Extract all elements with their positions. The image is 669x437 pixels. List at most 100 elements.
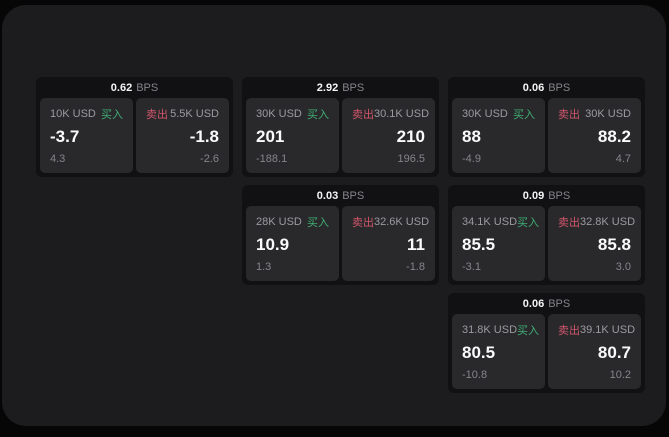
sell-top-row: 卖出 30K USD: [558, 106, 631, 122]
bps-header: 0.06 BPS: [448, 293, 645, 314]
quote-card: 0.09 BPS 34.1K USD 买入 85.5 -3.1 卖出 32.8K…: [448, 185, 645, 285]
quote-card: 2.92 BPS 30K USD 买入 201 -188.1 卖出 30.1K …: [242, 77, 439, 177]
sell-amount: 5.5K USD: [170, 108, 219, 120]
buy-top-row: 31.8K USD 买入: [462, 322, 539, 338]
sell-amount: 30K USD: [585, 108, 631, 120]
sell-delta: -2.6: [200, 153, 219, 165]
buy-label: 买入: [517, 325, 540, 337]
sell-panel[interactable]: 卖出 30K USD 88.2 4.7: [548, 98, 641, 173]
sell-label: 卖出: [558, 109, 580, 121]
bps-header: 0.09 BPS: [448, 185, 645, 206]
bps-value: 2.92: [316, 81, 339, 94]
buy-price: -3.7: [50, 127, 80, 147]
buy-amount: 31.8K USD: [462, 324, 518, 336]
buy-label: 买入: [101, 109, 123, 121]
quotes-panel: 0.62 BPS 10K USD 买入 -3.7 4.3 卖出 5.5K USD: [2, 5, 666, 426]
bps-header: 0.62 BPS: [36, 77, 233, 98]
quote-panels: 34.1K USD 买入 85.5 -3.1 卖出 32.8K USD 85.8…: [448, 206, 645, 285]
quote-panels: 30K USD 买入 201 -188.1 卖出 30.1K USD 210 1…: [242, 98, 439, 177]
sell-price: 11: [407, 235, 425, 255]
buy-top-row: 30K USD 买入: [462, 106, 535, 122]
quote-panels: 31.8K USD 买入 80.5 -10.8 卖出 39.1K USD 80.…: [448, 314, 645, 393]
bps-header: 0.03 BPS: [242, 185, 439, 206]
sell-panel[interactable]: 卖出 30.1K USD 210 196.5: [342, 98, 435, 173]
buy-amount: 10K USD: [50, 108, 96, 120]
buy-label: 买入: [307, 217, 329, 229]
sell-price: 85.8: [597, 235, 631, 255]
buy-amount: 34.1K USD: [462, 216, 518, 228]
bps-value: 0.06: [522, 297, 545, 310]
bps-unit-label: BPS: [548, 297, 571, 310]
buy-panel[interactable]: 10K USD 买入 -3.7 4.3: [40, 98, 133, 173]
quote-panels: 30K USD 买入 88 -4.9 卖出 30K USD 88.2 4.7: [448, 98, 645, 177]
buy-amount: 30K USD: [462, 108, 508, 120]
bps-value: 0.03: [316, 189, 339, 202]
bps-unit-label: BPS: [342, 189, 365, 202]
buy-label: 买入: [517, 217, 540, 229]
buy-price: 88: [462, 127, 481, 147]
buy-price: 80.5: [462, 343, 496, 363]
buy-price: 85.5: [462, 235, 496, 255]
bps-value: 0.62: [110, 81, 133, 94]
bps-unit-label: BPS: [342, 81, 365, 94]
buy-top-row: 10K USD 买入: [50, 106, 123, 122]
buy-top-row: 34.1K USD 买入: [462, 214, 539, 230]
sell-label: 卖出: [558, 217, 580, 229]
quote-card: 0.06 BPS 30K USD 买入 88 -4.9 卖出 30K USD: [448, 77, 645, 177]
sell-label: 卖出: [146, 109, 168, 121]
sell-delta: 196.5: [397, 153, 425, 165]
buy-delta: -10.8: [462, 369, 488, 381]
buy-amount: 30K USD: [256, 108, 302, 120]
bps-unit-label: BPS: [136, 81, 159, 94]
sell-delta: 4.7: [615, 153, 631, 165]
buy-label: 买入: [513, 109, 535, 121]
quote-panels: 28K USD 买入 10.9 1.3 卖出 32.6K USD 11 -1.8: [242, 206, 439, 285]
sell-price: 88.2: [597, 127, 631, 147]
sell-label: 卖出: [558, 325, 580, 337]
sell-top-row: 卖出 32.8K USD: [558, 214, 635, 230]
sell-panel[interactable]: 卖出 32.6K USD 11 -1.8: [342, 206, 435, 281]
sell-delta: 3.0: [615, 261, 631, 273]
sell-top-row: 卖出 30.1K USD: [352, 106, 429, 122]
buy-panel[interactable]: 28K USD 买入 10.9 1.3: [246, 206, 339, 281]
quote-card: 0.62 BPS 10K USD 买入 -3.7 4.3 卖出 5.5K USD: [36, 77, 233, 177]
sell-amount: 39.1K USD: [580, 324, 636, 336]
buy-price: 10.9: [256, 235, 290, 255]
bps-unit-label: BPS: [548, 81, 571, 94]
buy-delta: -188.1: [256, 153, 288, 165]
bps-header: 2.92 BPS: [242, 77, 439, 98]
buy-panel[interactable]: 31.8K USD 买入 80.5 -10.8: [452, 314, 545, 389]
sell-panel[interactable]: 卖出 5.5K USD -1.8 -2.6: [136, 98, 229, 173]
bps-value: 0.06: [522, 81, 545, 94]
quote-card: 0.03 BPS 28K USD 买入 10.9 1.3 卖出 32.6K US…: [242, 185, 439, 285]
sell-delta: -1.8: [406, 261, 425, 273]
buy-amount: 28K USD: [256, 216, 302, 228]
bps-header: 0.06 BPS: [448, 77, 645, 98]
bps-unit-label: BPS: [548, 189, 571, 202]
sell-panel[interactable]: 卖出 32.8K USD 85.8 3.0: [548, 206, 641, 281]
buy-top-row: 28K USD 买入: [256, 214, 329, 230]
sell-amount: 32.8K USD: [580, 216, 636, 228]
sell-top-row: 卖出 39.1K USD: [558, 322, 635, 338]
buy-delta: -4.9: [462, 153, 481, 165]
sell-top-row: 卖出 32.6K USD: [352, 214, 429, 230]
quote-panels: 10K USD 买入 -3.7 4.3 卖出 5.5K USD -1.8 -2.…: [36, 98, 233, 177]
quote-card: 0.06 BPS 31.8K USD 买入 80.5 -10.8 卖出 39.1…: [448, 293, 645, 393]
buy-delta: 4.3: [50, 153, 66, 165]
sell-price: -1.8: [189, 127, 219, 147]
buy-label: 买入: [307, 109, 329, 121]
sell-label: 卖出: [352, 109, 374, 121]
quote-card-grid: 0.62 BPS 10K USD 买入 -3.7 4.3 卖出 5.5K USD: [36, 77, 645, 393]
sell-price: 210: [396, 127, 425, 147]
sell-label: 卖出: [352, 217, 374, 229]
buy-panel[interactable]: 30K USD 买入 88 -4.9: [452, 98, 545, 173]
sell-panel[interactable]: 卖出 39.1K USD 80.7 10.2: [548, 314, 641, 389]
sell-amount: 32.6K USD: [374, 216, 430, 228]
buy-panel[interactable]: 34.1K USD 买入 85.5 -3.1: [452, 206, 545, 281]
sell-price: 80.7: [597, 343, 631, 363]
buy-delta: 1.3: [256, 261, 272, 273]
sell-delta: 10.2: [609, 369, 631, 381]
buy-panel[interactable]: 30K USD 买入 201 -188.1: [246, 98, 339, 173]
buy-price: 201: [256, 127, 285, 147]
buy-top-row: 30K USD 买入: [256, 106, 329, 122]
